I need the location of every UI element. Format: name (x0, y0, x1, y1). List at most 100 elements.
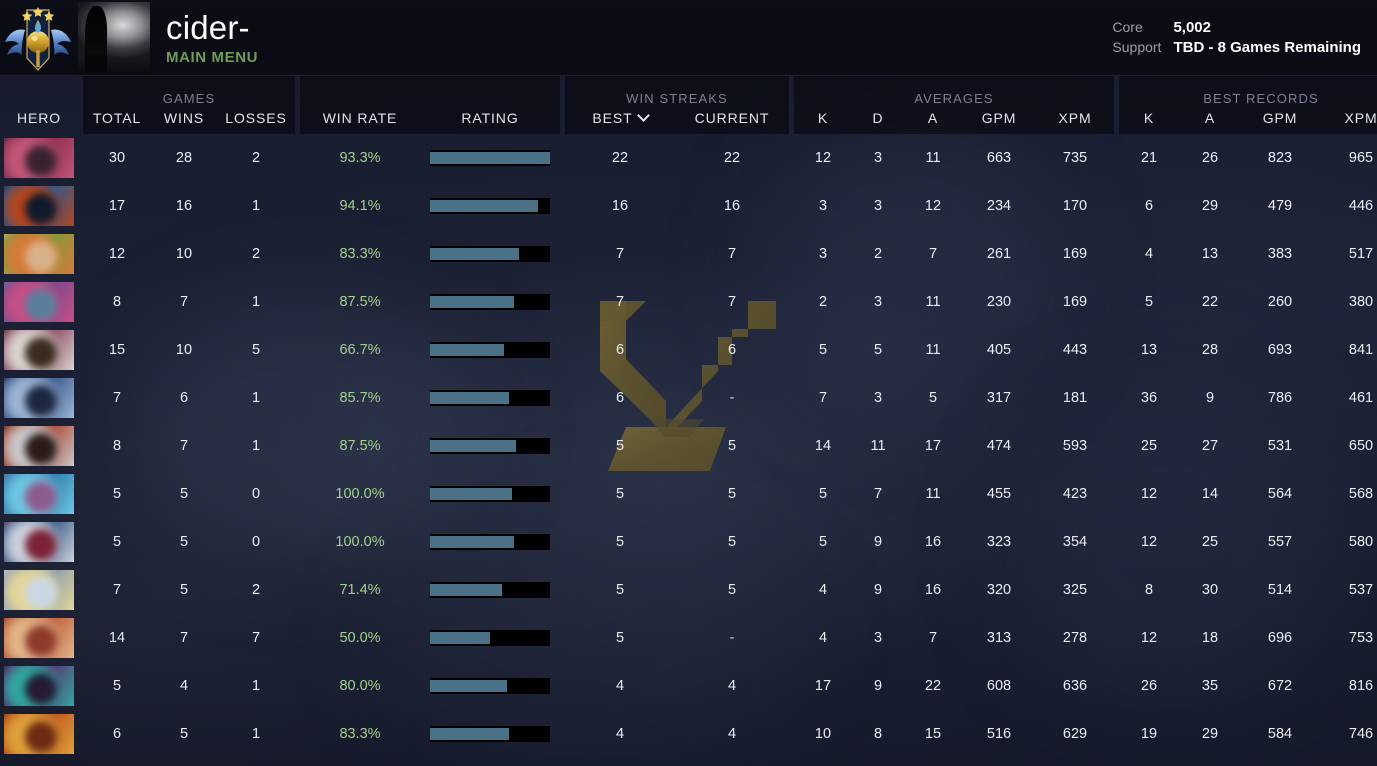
cell-avg-xpm: 629 (1062, 726, 1088, 742)
cell-streak-current: 16 (723, 198, 741, 214)
cell-avg-d: 3 (873, 150, 883, 166)
hero-portrait-spectre[interactable] (4, 666, 74, 706)
cell-streak-best: 6 (615, 342, 625, 358)
hero-cell[interactable] (0, 710, 78, 758)
support-mmr-value: TBD - 8 Games Remaining (1173, 39, 1361, 56)
hero-portrait-jakiro[interactable] (4, 186, 74, 226)
cell-avg-gpm: 405 (986, 342, 1012, 358)
hero-portrait-dazzle[interactable] (4, 282, 74, 322)
table-row[interactable]: 12 10 2 83.3% 7 7 3 2 7 261 169 4 13 383 517 (0, 230, 1377, 278)
column-header-best[interactable]: BEST (565, 109, 675, 126)
cell-best-gpm: 672 (1267, 678, 1293, 694)
hero-portrait-dragon-knight[interactable] (4, 138, 74, 178)
cell-avg-xpm: 169 (1062, 246, 1088, 262)
cell-avg-gpm: 320 (986, 582, 1012, 598)
rating-bar-cell (420, 582, 560, 598)
hero-portrait-ogre-magi[interactable] (4, 618, 74, 658)
column-header-current: CURRENT (675, 110, 789, 126)
cell-avg-gpm: 230 (986, 294, 1012, 310)
table-row[interactable]: 7 5 2 71.4% 5 5 4 9 16 320 325 8 30 514 537 (0, 566, 1377, 614)
cell-winrate: 87.5% (339, 294, 381, 310)
group-title: BEST RECORDS (1203, 91, 1319, 106)
rating-bar-fill (430, 680, 507, 692)
hero-cell[interactable] (0, 470, 78, 518)
cell-wins: 7 (179, 438, 189, 454)
hero-cell[interactable] (0, 614, 78, 662)
table-row[interactable]: 5 4 1 80.0% 4 4 17 9 22 608 636 26 35 672 816 (0, 662, 1377, 710)
main-menu-label[interactable]: MAIN MENU (166, 48, 259, 66)
hero-cell[interactable] (0, 374, 78, 422)
rating-bar-track (430, 198, 550, 214)
hero-portrait-sven[interactable] (4, 426, 74, 466)
cell-avg-gpm: 313 (986, 630, 1012, 646)
cell-best-gpm: 557 (1267, 534, 1293, 550)
cell-best-k: 25 (1140, 438, 1158, 454)
hero-cell[interactable] (0, 422, 78, 470)
hero-portrait-vengeful-spirit[interactable] (4, 522, 74, 562)
cell-best-xpm: 517 (1348, 246, 1374, 262)
cell-avg-a: 11 (925, 342, 941, 358)
cell-best-k: 13 (1140, 342, 1158, 358)
cell-avg-k: 2 (818, 294, 828, 310)
column-header-label: BEST (592, 110, 633, 126)
hero-cell[interactable] (0, 278, 78, 326)
cell-streak-current: 5 (727, 438, 737, 454)
cell-best-gpm: 260 (1267, 294, 1293, 310)
rating-bar-cell (420, 678, 560, 694)
rating-bar-fill (430, 152, 550, 164)
table-row[interactable]: 15 10 5 66.7% 6 6 5 5 11 405 443 13 28 693 841 (0, 326, 1377, 374)
top-bar: cider- MAIN MENU Core 5,002 Support TBD … (0, 0, 1377, 76)
hero-portrait-mars[interactable] (4, 714, 74, 754)
hero-portrait-windranger[interactable] (4, 234, 74, 274)
rating-bar-cell (420, 486, 560, 502)
cell-winrate: 93.3% (339, 150, 381, 166)
hero-cell[interactable] (0, 134, 78, 182)
group-title: AVERAGES (914, 91, 994, 106)
table-row[interactable]: 5 5 0 100.0% 5 5 5 7 11 455 423 12 14 564 568 (0, 470, 1377, 518)
cell-best-k: 36 (1140, 390, 1158, 406)
hero-portrait-drow-ranger[interactable] (4, 378, 74, 418)
chevron-down-icon[interactable] (636, 109, 650, 122)
hero-cell[interactable] (0, 230, 78, 278)
cell-avg-k: 5 (818, 342, 828, 358)
hero-cell[interactable] (0, 566, 78, 614)
cell-avg-a: 15 (924, 726, 942, 742)
hero-cell[interactable] (0, 662, 78, 710)
cell-streak-best: 5 (615, 630, 625, 646)
cell-losses: 1 (251, 726, 261, 742)
cell-streak-best: 4 (615, 678, 625, 694)
rating-bar-cell (420, 342, 560, 358)
cell-streak-best: 4 (615, 726, 625, 742)
hero-portrait-slardar[interactable] (4, 474, 74, 514)
hero-cell[interactable] (0, 326, 78, 374)
cell-avg-a: 16 (924, 582, 942, 598)
cell-avg-d: 9 (873, 678, 883, 694)
cell-avg-k: 3 (818, 198, 828, 214)
portrait-art (25, 193, 58, 226)
hero-portrait-invoker[interactable] (4, 330, 74, 370)
table-row[interactable]: 8 7 1 87.5% 5 5 14 11 17 474 593 25 27 531 650 (0, 422, 1377, 470)
portrait-art (25, 145, 58, 178)
table-row[interactable]: 8 7 1 87.5% 7 7 2 3 11 230 169 5 22 260 380 (0, 278, 1377, 326)
hero-cell[interactable] (0, 518, 78, 566)
cell-avg-k: 7 (818, 390, 828, 406)
cell-best-k: 19 (1140, 726, 1158, 742)
rating-bar-cell (420, 630, 560, 646)
table-row[interactable]: 14 7 7 50.0% 5 - 4 3 7 313 278 12 18 696 753 (0, 614, 1377, 662)
table-row[interactable]: 7 6 1 85.7% 6 - 7 3 5 317 181 36 9 786 461 (0, 374, 1377, 422)
table-row[interactable]: 6 5 1 83.3% 4 4 10 8 15 516 629 19 29 584 746 (0, 710, 1377, 758)
column-header-rating: RATING (420, 110, 560, 126)
cell-avg-k: 5 (818, 534, 828, 550)
cell-avg-xpm: 354 (1062, 534, 1088, 550)
table-row[interactable]: 17 16 1 94.1% 16 16 3 3 12 234 170 6 29 479 446 (0, 182, 1377, 230)
hero-portrait-crystal-maiden[interactable] (4, 570, 74, 610)
cell-winrate: 83.3% (339, 246, 381, 262)
player-avatar[interactable] (78, 1, 150, 74)
table-row[interactable]: 30 28 2 93.3% 22 22 12 3 11 663 735 21 26 823 965 (0, 134, 1377, 182)
column-header-label: RATING (461, 110, 519, 126)
cell-best-a: 9 (1205, 390, 1215, 406)
hero-cell[interactable] (0, 182, 78, 230)
table-row[interactable]: 5 5 0 100.0% 5 5 5 9 16 323 354 12 25 557 580 (0, 518, 1377, 566)
cell-total: 5 (112, 486, 122, 502)
